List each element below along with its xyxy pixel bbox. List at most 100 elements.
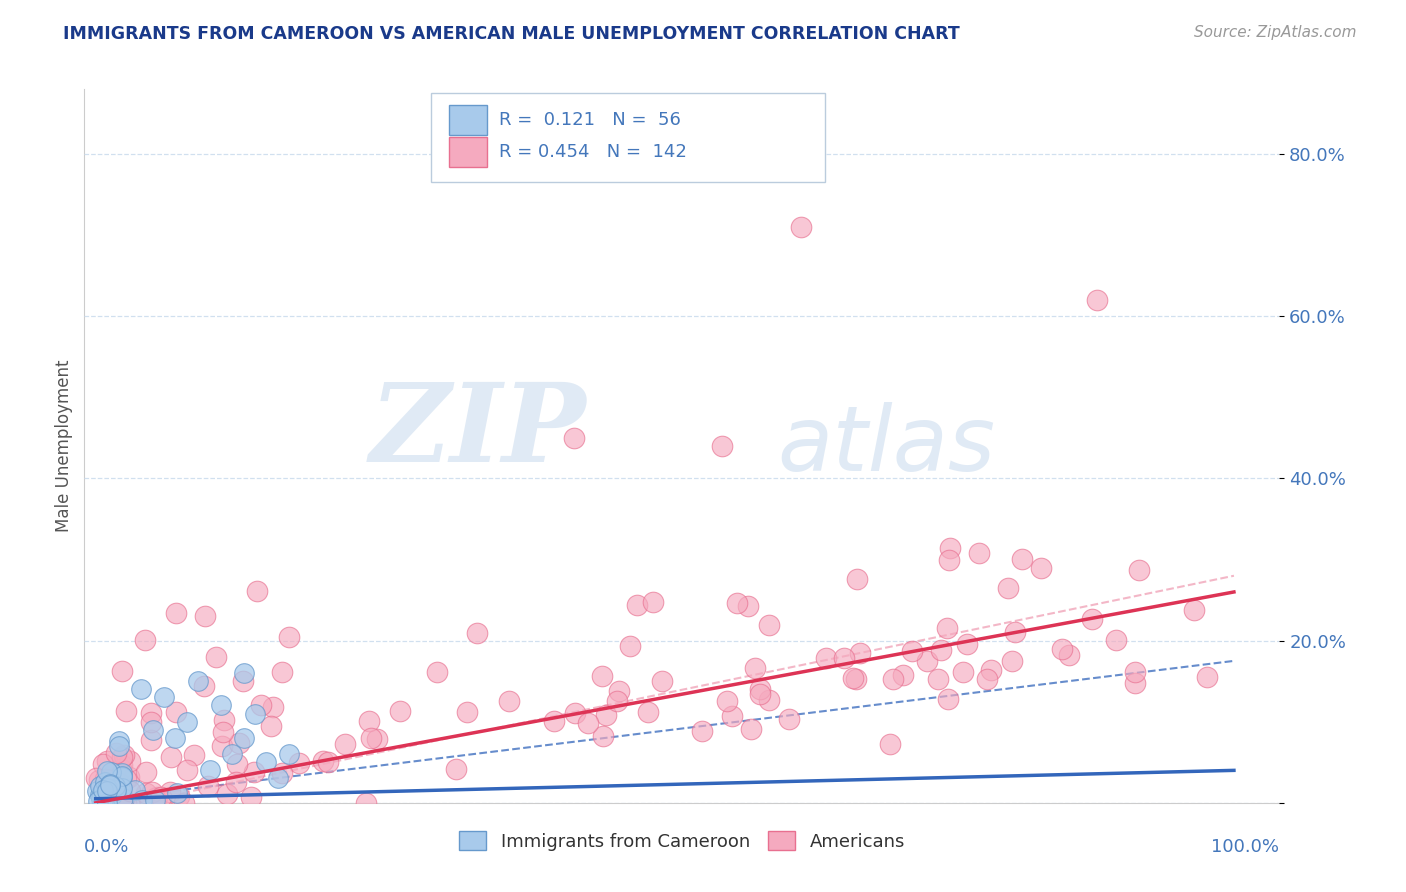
Point <box>1123 675 1146 690</box>
Point <box>135 786 157 800</box>
Point <box>194 609 217 624</box>
Point <box>1001 654 1024 668</box>
Point <box>845 573 868 587</box>
Point <box>198 764 221 778</box>
Point <box>89 788 111 802</box>
Point <box>936 691 959 706</box>
Point <box>143 793 166 807</box>
Point <box>141 785 163 799</box>
Point <box>197 779 219 793</box>
Point <box>108 781 131 796</box>
Point <box>143 791 166 805</box>
FancyBboxPatch shape <box>432 93 825 182</box>
Point <box>915 654 938 668</box>
Point <box>929 643 952 657</box>
Point <box>936 621 959 635</box>
Point <box>149 789 172 804</box>
Point <box>139 706 162 721</box>
Point <box>939 541 962 555</box>
Point <box>167 789 190 803</box>
Point <box>118 796 141 810</box>
Point <box>176 764 198 778</box>
Point <box>205 650 228 665</box>
Point <box>969 546 991 560</box>
Point <box>690 724 713 739</box>
FancyBboxPatch shape <box>449 137 486 167</box>
Point <box>952 665 974 680</box>
Point <box>465 626 488 640</box>
Point <box>879 737 901 751</box>
Point <box>740 722 762 736</box>
Point <box>749 681 772 696</box>
Point <box>1052 642 1074 657</box>
Point <box>111 665 134 679</box>
Point <box>354 796 377 810</box>
Point <box>259 718 281 732</box>
Point <box>312 754 335 768</box>
Point <box>129 682 152 697</box>
Point <box>100 785 122 799</box>
Point <box>790 220 813 235</box>
Point <box>96 791 118 805</box>
Point <box>564 706 586 720</box>
Point <box>135 765 157 780</box>
Point <box>938 552 960 566</box>
Point <box>221 747 243 761</box>
Point <box>225 775 247 789</box>
Point <box>626 599 648 613</box>
Point <box>139 733 162 747</box>
Point <box>183 747 205 762</box>
Point <box>93 795 115 809</box>
Point <box>107 739 129 753</box>
Point <box>267 772 290 786</box>
Point <box>101 788 124 802</box>
Point <box>159 784 181 798</box>
Point <box>543 714 565 728</box>
Point <box>114 704 136 718</box>
Point <box>146 789 169 804</box>
Point <box>228 736 250 750</box>
Point <box>114 796 136 810</box>
Point <box>100 784 122 798</box>
Point <box>1195 670 1218 684</box>
Point <box>980 663 1002 677</box>
Point <box>111 781 134 796</box>
Point <box>444 762 467 776</box>
Point <box>94 772 117 787</box>
Point <box>187 674 209 689</box>
Point <box>891 667 914 681</box>
Point <box>841 672 863 686</box>
Point <box>758 617 780 632</box>
Point <box>115 772 138 787</box>
Point <box>976 673 998 687</box>
Point <box>111 769 134 783</box>
Point <box>96 781 118 796</box>
Point <box>882 672 904 686</box>
Point <box>165 607 187 621</box>
Point <box>173 796 195 810</box>
Point <box>98 779 121 793</box>
Point <box>360 731 382 745</box>
Point <box>93 782 115 797</box>
Point <box>96 796 118 810</box>
Point <box>456 705 478 719</box>
Point <box>87 773 110 788</box>
Point <box>651 674 673 689</box>
Point <box>211 739 233 754</box>
Point <box>91 794 114 808</box>
Point <box>108 734 131 748</box>
Point <box>114 748 136 763</box>
Point <box>100 765 122 780</box>
Point <box>93 794 115 808</box>
Point <box>426 665 449 680</box>
Point <box>710 439 733 453</box>
Point <box>108 776 131 790</box>
Point <box>643 594 665 608</box>
Point <box>1123 665 1146 679</box>
Point <box>956 637 979 651</box>
Point <box>142 723 165 737</box>
Point <box>359 714 381 728</box>
Point <box>749 688 772 702</box>
Text: atlas: atlas <box>778 402 995 490</box>
Point <box>778 712 800 726</box>
